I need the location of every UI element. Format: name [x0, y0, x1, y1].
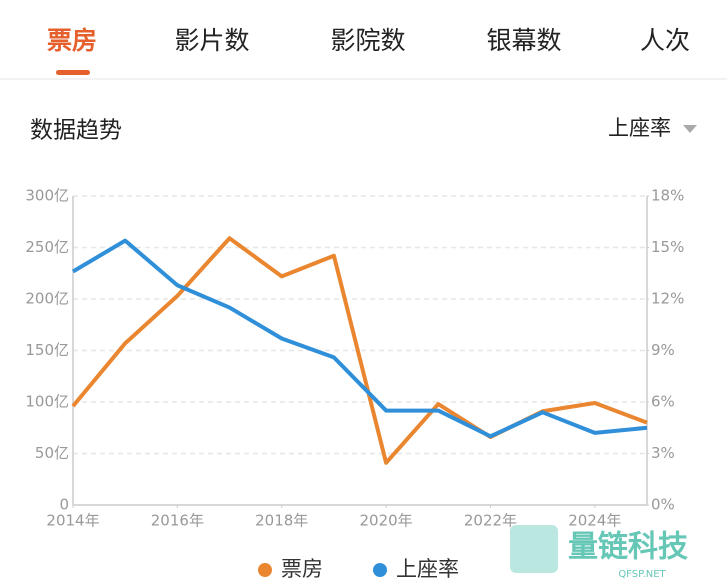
- y-tick-label: 0: [59, 496, 69, 514]
- y-tick-label: 50亿: [35, 444, 69, 462]
- series-line: [71, 236, 648, 465]
- watermark-site: QFSP.NET: [618, 569, 666, 580]
- y2-tick-label: 9%: [651, 341, 675, 359]
- series-line: [71, 238, 648, 439]
- x-tick-label: 2018年: [255, 512, 308, 530]
- y2-tick-label: 12%: [651, 290, 684, 308]
- y-tick-label: 100亿: [25, 393, 69, 411]
- dropdown-arrow: [683, 125, 697, 133]
- y2-tick-label: 6%: [651, 393, 675, 411]
- x-tick-label: 2024年: [568, 512, 621, 530]
- y2-tick-label: 18%: [651, 187, 684, 205]
- legend-swatch: [258, 563, 272, 577]
- dropdown-label[interactable]: 上座率: [608, 116, 671, 140]
- watermark-name: 量链科技: [568, 530, 688, 565]
- tab[interactable]: 人次: [640, 26, 690, 55]
- watermark-logo: [510, 525, 558, 573]
- watermark: 量链科技 QFSP.NET: [510, 525, 688, 580]
- tab[interactable]: 影院数: [330, 26, 405, 55]
- chart: 0 50亿 100亿 150亿 200亿 250亿 300亿 0% 3% 6% 9% 12% 15% 18…: [25, 187, 684, 582]
- x-tick-label: 2016年: [151, 512, 204, 530]
- section-title: 数据趋势: [30, 118, 122, 144]
- tab[interactable]: 票房: [47, 26, 97, 55]
- legend-label: 上座率: [396, 557, 459, 581]
- dropdown[interactable]: 上座率: [608, 116, 697, 140]
- tab-indicator: [56, 70, 90, 75]
- y-tick-label: 150亿: [25, 341, 69, 359]
- y2-tick-label: 3%: [651, 444, 675, 462]
- y2-tick-label: 0%: [651, 496, 675, 514]
- tab[interactable]: 影片数: [174, 26, 249, 55]
- legend-label: 票房: [281, 557, 323, 581]
- x-tick-label: 2022年: [464, 512, 517, 530]
- legend-swatch: [373, 563, 387, 577]
- y-tick-label: 300亿: [25, 187, 69, 205]
- x-tick-label: 2014年: [46, 512, 99, 530]
- tab[interactable]: 银幕数: [486, 26, 561, 55]
- tab-bar: 票房 影片数 影院数 银幕数 人次: [0, 26, 727, 80]
- y-tick-label: 200亿: [25, 290, 69, 308]
- y-tick-label: 250亿: [25, 238, 69, 256]
- y2-tick-label: 15%: [651, 238, 684, 256]
- x-tick-label: 2020年: [359, 512, 412, 530]
